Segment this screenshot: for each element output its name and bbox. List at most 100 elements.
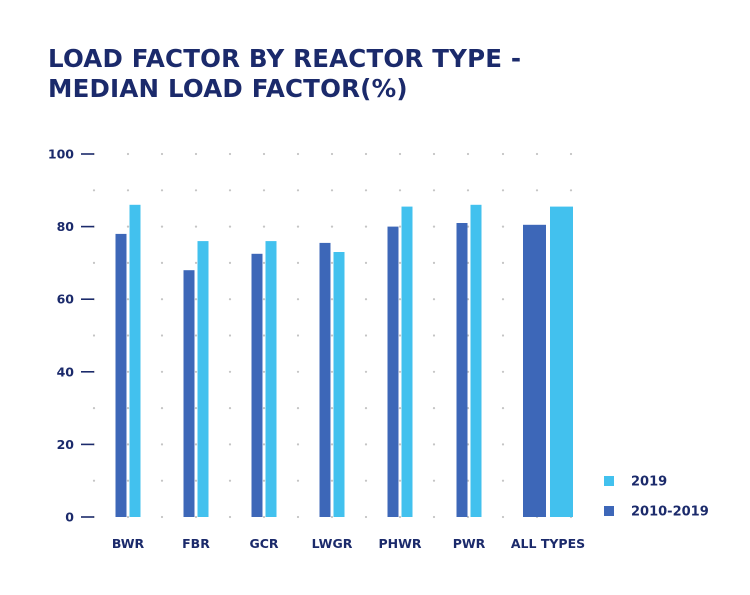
- grid-dot: [262, 225, 266, 228]
- grid-dot: [535, 152, 539, 156]
- grid-dot: [535, 189, 539, 192]
- grid-dot: [194, 152, 198, 156]
- grid-dot: [160, 334, 164, 337]
- bar-2019-fbr: [197, 241, 209, 517]
- x-tick-label: BWR: [112, 536, 145, 551]
- grid-dot: [126, 515, 130, 519]
- bar-2019-phwr: [401, 206, 413, 517]
- grid-dot: [262, 152, 266, 156]
- bar-2010-2019-lwgr: [319, 242, 331, 517]
- y-tick-label: 80: [57, 219, 75, 234]
- grid-dot: [398, 189, 402, 192]
- grid-dot: [398, 225, 402, 228]
- grid-dot: [160, 189, 164, 192]
- grid-dot: [228, 515, 232, 519]
- grid-dot: [296, 334, 300, 337]
- grid-dot: [160, 152, 164, 156]
- grid-dot: [262, 370, 266, 373]
- grid-dot: [160, 479, 164, 482]
- grid-dot: [126, 443, 130, 446]
- grid-dot: [398, 479, 402, 482]
- grid-dot: [126, 334, 130, 337]
- grid-dot: [398, 515, 402, 519]
- grid-dot: [432, 407, 436, 410]
- grid-dot: [228, 261, 232, 264]
- legend-swatch: [604, 476, 614, 486]
- grid-dot: [432, 479, 436, 482]
- grid-dot: [501, 261, 505, 264]
- grid-dot: [364, 370, 368, 373]
- grid-dot: [194, 261, 198, 264]
- grid-dot: [194, 407, 198, 410]
- grid-dot: [398, 261, 402, 264]
- grid-dot: [296, 407, 300, 410]
- grid-dot: [296, 261, 300, 264]
- grid-dot: [262, 515, 266, 519]
- grid-dot: [160, 407, 164, 410]
- legend-label: 2019: [631, 475, 667, 490]
- dot-grid: [92, 152, 573, 519]
- grid-dot: [92, 261, 96, 264]
- grid-dot: [398, 298, 402, 301]
- bar-2019-gcr: [265, 241, 277, 517]
- grid-dot: [364, 515, 368, 519]
- grid-dot: [501, 407, 505, 410]
- grid-dot: [160, 261, 164, 264]
- grid-dot: [262, 443, 266, 446]
- grid-dot: [160, 298, 164, 301]
- grid-dot: [160, 515, 164, 519]
- y-tick-label: 100: [48, 147, 74, 162]
- grid-dot: [398, 152, 402, 156]
- bar-2010-2019-pwr: [456, 223, 468, 517]
- y-tick-label: 40: [57, 364, 75, 379]
- chart-title: LOAD FACTOR BY REACTOR TYPE - MEDIAN LOA…: [48, 44, 521, 104]
- grid-dot: [160, 225, 164, 228]
- grid-dot: [364, 225, 368, 228]
- grid-dot: [330, 298, 334, 301]
- grid-dot: [432, 334, 436, 337]
- grid-dot: [262, 189, 266, 192]
- grid-dot: [228, 443, 232, 446]
- grid-dot: [432, 261, 436, 264]
- grid-dot: [126, 152, 130, 156]
- grid-dot: [296, 479, 300, 482]
- grid-dot: [126, 479, 130, 482]
- grid-dot: [330, 407, 334, 410]
- grid-dot: [262, 298, 266, 301]
- chart-title-line-1: LOAD FACTOR BY REACTOR TYPE -: [48, 44, 522, 73]
- grid-dot: [126, 407, 130, 410]
- legend: 2019 2010-2019: [604, 475, 709, 520]
- grid-dot: [228, 152, 232, 156]
- grid-dot: [330, 261, 334, 264]
- y-tick-label: 20: [57, 437, 75, 452]
- grid-dot: [432, 225, 436, 228]
- bar-2019-lwgr: [333, 252, 345, 517]
- grid-dot: [398, 443, 402, 446]
- grid-dot: [194, 334, 198, 337]
- grid-dot: [398, 370, 402, 373]
- grid-dot: [228, 479, 232, 482]
- x-tick-label: GCR: [249, 536, 278, 551]
- grid-dot: [228, 334, 232, 337]
- x-axis: BWR FBR GCR LWGR PHWR PWR ALL TYPES: [112, 536, 585, 551]
- x-tick-label: PWR: [453, 536, 486, 551]
- grid-dot: [160, 443, 164, 446]
- y-tick-label: 0: [65, 510, 74, 525]
- grid-dot: [364, 189, 368, 192]
- grid-dot: [126, 298, 130, 301]
- grid-dot: [262, 261, 266, 264]
- grid-dot: [126, 261, 130, 264]
- grid-dot: [501, 225, 505, 228]
- grid-dot: [501, 334, 505, 337]
- grid-dot: [432, 443, 436, 446]
- grid-dot: [194, 189, 198, 192]
- grid-dot: [330, 479, 334, 482]
- grid-dot: [364, 152, 368, 156]
- grid-dot: [364, 479, 368, 482]
- grid-dot: [569, 152, 573, 156]
- x-tick-label: FBR: [182, 536, 210, 551]
- grid-dot: [330, 189, 334, 192]
- grid-dot: [126, 370, 130, 373]
- grid-dot: [501, 152, 505, 156]
- grid-dot: [92, 479, 96, 482]
